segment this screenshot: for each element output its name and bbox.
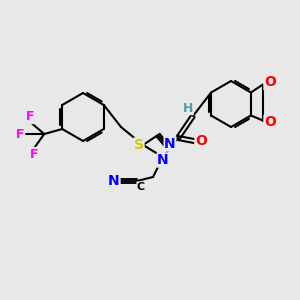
Text: O: O xyxy=(195,134,207,148)
Text: F: F xyxy=(16,128,25,140)
Text: S: S xyxy=(134,138,144,152)
Text: C: C xyxy=(137,182,145,192)
Text: N: N xyxy=(157,153,169,167)
Text: N: N xyxy=(108,174,120,188)
Text: H: H xyxy=(183,101,193,115)
Text: F: F xyxy=(30,148,38,160)
Text: N: N xyxy=(164,137,176,151)
Text: O: O xyxy=(264,116,276,130)
Text: O: O xyxy=(264,76,276,89)
Text: F: F xyxy=(26,110,34,124)
